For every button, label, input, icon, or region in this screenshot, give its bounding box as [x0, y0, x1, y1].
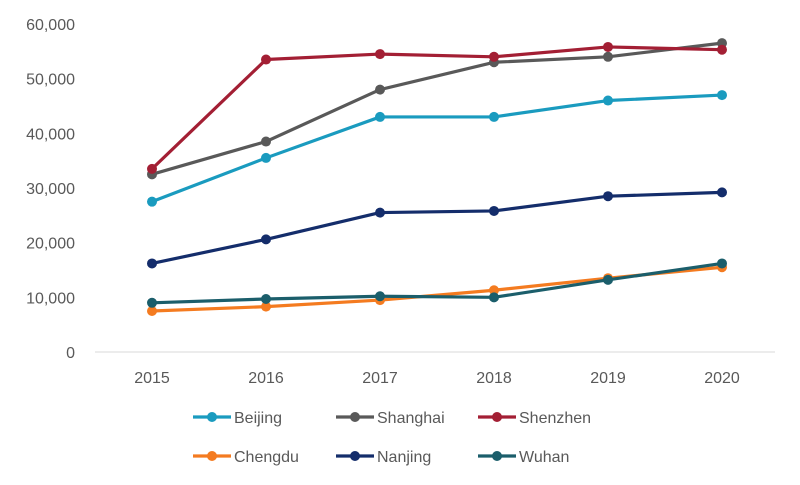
data-point [717, 44, 727, 55]
x-axis-tick-labels: 2015 2016 2017 2018 2019 2020 [134, 370, 740, 387]
data-point [147, 306, 157, 316]
legend-swatch-marker [492, 451, 502, 461]
data-point [261, 234, 271, 245]
legend-swatch-marker [350, 451, 360, 461]
legend-swatch-marker [350, 412, 360, 422]
series-shanghai [147, 38, 727, 180]
y-tick-label: 30,000 [26, 181, 75, 198]
data-point [261, 136, 271, 147]
data-point [375, 207, 385, 218]
series-shenzhen [147, 41, 727, 174]
legend-item-beijing: Beijing [193, 410, 282, 427]
legend-item-shanghai: Shanghai [336, 410, 445, 427]
data-point [147, 163, 157, 174]
data-point [261, 293, 271, 304]
series-line [150, 190, 724, 266]
data-point [489, 111, 499, 122]
legend-swatch-marker [207, 451, 217, 461]
legend-item-shenzhen: Shenzhen [478, 410, 591, 427]
data-point [489, 292, 499, 303]
x-tick-label: 2016 [248, 370, 284, 387]
x-tick-label: 2017 [362, 370, 398, 387]
series-wuhan [147, 258, 727, 308]
y-axis-tick-labels: 0 10,000 20,000 30,000 40,000 50,000 60,000 [26, 17, 75, 362]
data-point [375, 49, 385, 60]
data-point [717, 258, 727, 269]
data-point [489, 205, 499, 216]
legend-swatch-marker [207, 412, 217, 422]
data-point [261, 152, 271, 163]
y-tick-label: 40,000 [26, 126, 75, 143]
data-point [375, 291, 385, 302]
series-line [150, 41, 724, 176]
series-line [150, 265, 724, 313]
legend-swatch-marker [492, 412, 502, 422]
data-point [147, 196, 157, 207]
series-line [150, 93, 724, 204]
legend-item-wuhan: Wuhan [478, 449, 569, 466]
legend-item-nanjing: Nanjing [336, 449, 431, 466]
legend-label: Chengdu [234, 449, 299, 466]
data-point [375, 111, 385, 122]
legend: Beijing Shanghai Shenzhen Chengdu Nanjing Wuh… [193, 410, 591, 466]
legend-label: Wuhan [519, 449, 569, 466]
y-tick-label: 60,000 [26, 17, 75, 34]
data-point [261, 301, 271, 312]
series-line [150, 45, 724, 171]
series-nanjing [147, 187, 727, 269]
data-point [717, 90, 727, 101]
data-point [603, 191, 613, 202]
data-point [261, 54, 271, 65]
data-point [147, 297, 157, 308]
series-lines [147, 38, 727, 316]
legend-label: Beijing [234, 410, 282, 427]
data-point [603, 274, 613, 285]
data-point [147, 258, 157, 269]
series-beijing [147, 90, 727, 207]
legend-label: Nanjing [377, 449, 431, 466]
data-point [375, 84, 385, 95]
x-tick-label: 2019 [590, 370, 626, 387]
data-point [489, 285, 499, 296]
y-tick-label: 0 [66, 345, 75, 362]
data-point [603, 51, 613, 62]
y-tick-label: 20,000 [26, 236, 75, 253]
y-tick-label: 10,000 [26, 290, 75, 307]
x-tick-label: 2020 [704, 370, 740, 387]
data-point [603, 41, 613, 52]
data-point [603, 95, 613, 106]
x-tick-label: 2015 [134, 370, 170, 387]
series-chengdu [147, 262, 727, 316]
data-point [717, 187, 727, 198]
series-line [150, 261, 724, 305]
x-tick-label: 2018 [476, 370, 512, 387]
data-point [489, 51, 499, 62]
legend-label: Shenzhen [519, 410, 591, 427]
legend-item-chengdu: Chengdu [193, 449, 299, 466]
legend-label: Shanghai [377, 410, 445, 427]
y-tick-label: 50,000 [26, 72, 75, 89]
